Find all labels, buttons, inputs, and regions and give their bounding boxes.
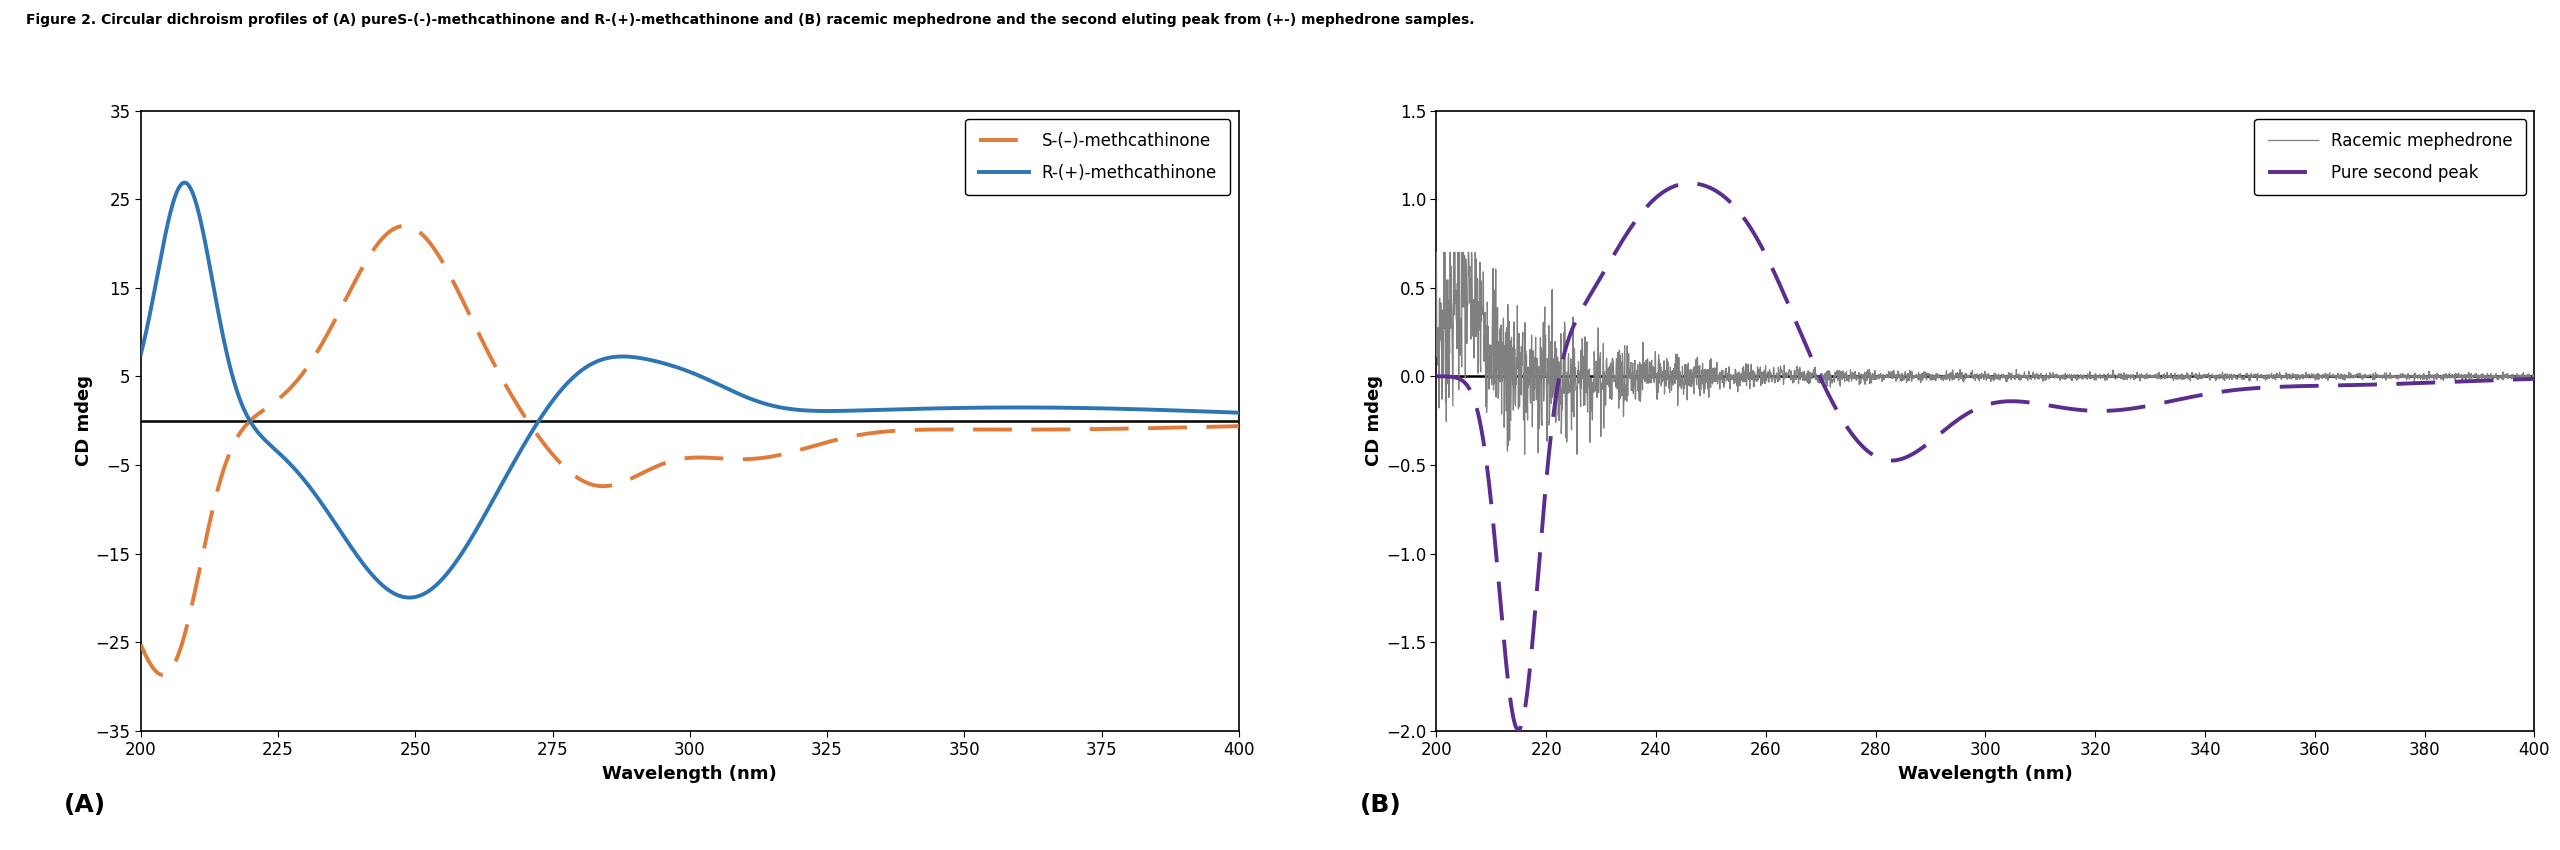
Racemic mephedrone (2499, 370, 2529, 380)
R-(+)-methcathinone (394, 592, 425, 603)
S-(–)-methcathinone (632, 466, 663, 476)
Text: Figure 2. Circular dichroism profiles of (A) pureS-(-)-methcathinone and R-(+)-m: Figure 2. Circular dichroism profiles of… (26, 13, 1475, 26)
Pure second peak (1503, 725, 1533, 735)
Text: (B): (B) (1359, 793, 1400, 817)
Pure second peak (1546, 358, 1577, 368)
S-(–)-methcathinone (182, 575, 212, 585)
Racemic mephedrone (1843, 373, 1874, 383)
Pure second peak (1674, 178, 1705, 189)
R-(+)-methcathinone (169, 178, 200, 188)
Racemic mephedrone (1562, 449, 1592, 459)
Racemic mephedrone (2519, 370, 2550, 380)
S-(–)-methcathinone (660, 455, 691, 465)
Pure second peak (2499, 375, 2529, 385)
R-(+)-methcathinone (991, 402, 1021, 412)
Racemic mephedrone (1546, 415, 1577, 425)
Legend: S-(–)-methcathinone, R-(+)-methcathinone: S-(–)-methcathinone, R-(+)-methcathinone (965, 119, 1231, 195)
Text: (A): (A) (64, 793, 105, 817)
S-(–)-methcathinone (389, 221, 420, 231)
Y-axis label: CD mdeg: CD mdeg (74, 375, 92, 467)
R-(+)-methcathinone (1193, 406, 1224, 416)
R-(+)-methcathinone (660, 362, 691, 372)
S-(–)-methcathinone (991, 424, 1021, 434)
R-(+)-methcathinone (182, 202, 212, 212)
S-(–)-methcathinone (1224, 421, 1254, 431)
Pure second peak (2381, 379, 2412, 389)
Pure second peak (1889, 452, 1920, 462)
X-axis label: Wavelength (nm): Wavelength (nm) (1897, 765, 2074, 783)
Y-axis label: CD mdeg: CD mdeg (1364, 375, 1382, 467)
Pure second peak (1613, 228, 1644, 238)
R-(+)-methcathinone (125, 349, 156, 360)
Line: Racemic mephedrone: Racemic mephedrone (1436, 252, 2534, 454)
Pure second peak (1843, 437, 1874, 447)
Racemic mephedrone (2381, 370, 2412, 380)
Line: S-(–)-methcathinone: S-(–)-methcathinone (141, 226, 1239, 675)
S-(–)-methcathinone (1193, 422, 1224, 432)
Pure second peak (2519, 374, 2550, 384)
Racemic mephedrone (1889, 366, 1920, 377)
R-(+)-methcathinone (1193, 406, 1224, 416)
S-(–)-methcathinone (148, 670, 179, 680)
Pure second peak (1421, 371, 1452, 382)
Racemic mephedrone (1613, 341, 1644, 351)
Line: R-(+)-methcathinone: R-(+)-methcathinone (141, 183, 1239, 598)
R-(+)-methcathinone (632, 354, 663, 365)
Line: Pure second peak: Pure second peak (1436, 184, 2534, 730)
S-(–)-methcathinone (1193, 422, 1224, 432)
S-(–)-methcathinone (125, 639, 156, 649)
Racemic mephedrone (1421, 247, 1452, 258)
Legend: Racemic mephedrone, Pure second peak: Racemic mephedrone, Pure second peak (2255, 119, 2527, 195)
R-(+)-methcathinone (1224, 408, 1254, 418)
X-axis label: Wavelength (nm): Wavelength (nm) (602, 765, 778, 783)
